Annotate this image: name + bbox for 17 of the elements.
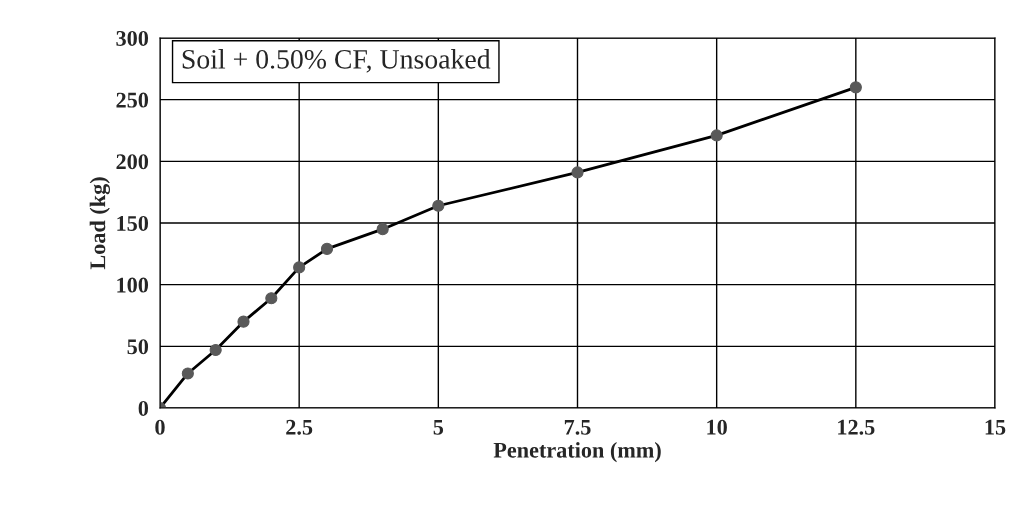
x-tick-label: 15 (985, 419, 1006, 435)
y-tick-label: 150 (117, 215, 149, 231)
y-tick-label: 0 (138, 400, 149, 416)
x-tick-label: 12.5 (838, 419, 875, 435)
y-tick-label: 300 (116, 30, 149, 46)
y-axis-title: Load (kg) (89, 177, 110, 270)
x-tick-label: 0 (155, 419, 165, 435)
y-tick-label: 50 (127, 339, 149, 355)
x-tick-label: 2.5 (286, 419, 313, 435)
y-tick-label: 200 (116, 154, 149, 170)
x-tick-label: 7.5 (564, 419, 591, 435)
y-tick-label: 250 (116, 92, 149, 108)
chart-title: Soil + 0.50% CF, Unsoaked (182, 49, 491, 73)
x-tick-label: 10 (707, 419, 727, 435)
x-axis-title: Penetration (mm) (493, 442, 661, 463)
y-tick-label: 100 (117, 277, 149, 293)
x-tick-label: 5 (433, 419, 444, 435)
